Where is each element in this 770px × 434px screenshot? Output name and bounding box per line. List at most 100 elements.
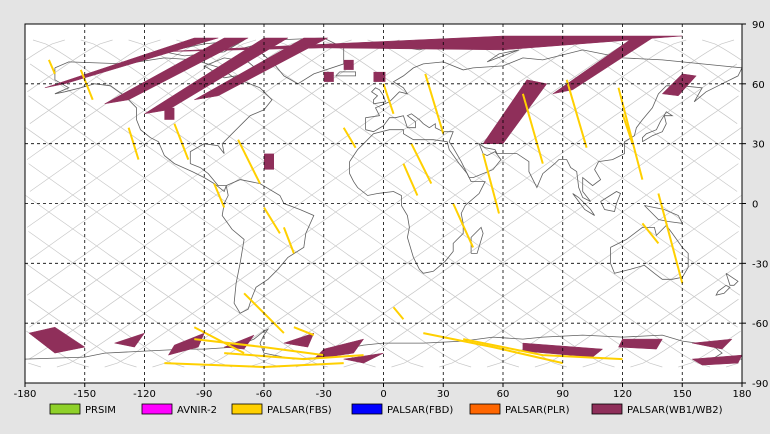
- legend-swatch: [591, 403, 623, 415]
- fbs-strip: [565, 79, 588, 148]
- wb-swath: [482, 79, 548, 144]
- coastline-sumatra: [572, 193, 595, 216]
- wb-scene: [373, 71, 386, 82]
- x-tick-label: 120: [613, 389, 632, 400]
- legend-item: PALSAR(WB1/WB2): [591, 403, 723, 416]
- legend-label: PRSIM: [85, 405, 116, 416]
- fbs-strip: [193, 326, 245, 354]
- fbs-strip: [263, 206, 281, 234]
- wb-scene: [323, 71, 334, 82]
- wb-swath: [691, 354, 743, 366]
- fbs-strip: [342, 127, 357, 149]
- orbit-track: [28, 362, 42, 368]
- x-axis-ticks: -180 -150 -120 -90 -60 -30 0 30 60 90 120 150 180: [14, 383, 752, 400]
- legend-swatch: [351, 403, 383, 415]
- y-tick-label: 0: [752, 200, 758, 211]
- orbit-track: [25, 39, 65, 61]
- orbit-track: [654, 39, 740, 93]
- legend-swatch: [141, 403, 173, 415]
- legend-swatch: [49, 403, 81, 415]
- y-tick-label: -90: [752, 379, 768, 390]
- orbit-track: [28, 163, 328, 368]
- orbit-track: [200, 39, 687, 368]
- orbit-track: [25, 195, 281, 368]
- fbs-arc: [463, 338, 623, 361]
- orbit-track: [104, 39, 591, 368]
- wb-swath: [692, 338, 733, 350]
- orbit-track: [271, 39, 739, 360]
- y-tick-label: 30: [752, 140, 765, 151]
- coastline-new-guinea: [644, 205, 684, 224]
- wb-swath: [113, 332, 146, 348]
- wb-scene: [264, 153, 274, 170]
- coastline-new-zealand-south: [715, 284, 731, 296]
- wb-swath: [154, 35, 683, 53]
- coastline-novaya-zemlya: [486, 49, 520, 63]
- coastline-iceland: [335, 71, 357, 77]
- wb-swath: [194, 37, 328, 101]
- legend-swatch: [231, 403, 263, 415]
- wb-swath: [313, 338, 365, 360]
- orbit-track: [80, 39, 567, 368]
- fbs-arc: [194, 338, 324, 357]
- orbit-track: [29, 39, 448, 328]
- wb-swath: [28, 326, 86, 354]
- orbit-track: [463, 39, 741, 228]
- x-tick-label: -120: [133, 389, 156, 400]
- legend-item: AVNIR-2: [141, 403, 217, 416]
- coastline-borneo: [600, 191, 622, 212]
- fbs-strip: [621, 113, 634, 145]
- fbs-strip: [402, 163, 419, 196]
- x-tick-label: 90: [556, 389, 569, 400]
- x-tick-label: -90: [196, 389, 212, 400]
- legend-swatch: [469, 403, 501, 415]
- orbit-track: [29, 63, 472, 368]
- fbs-strip: [452, 203, 475, 248]
- orbit-track: [439, 163, 739, 368]
- coastline-great-britain: [370, 87, 387, 105]
- x-tick-label: -30: [316, 389, 332, 400]
- orbit-track: [28, 39, 496, 360]
- fbs-arc: [423, 332, 564, 365]
- fbs-strip: [657, 193, 684, 284]
- orbit-track: [176, 39, 663, 368]
- coastline-madagascar: [470, 226, 484, 254]
- orbit-track: [26, 39, 400, 296]
- coastline-north-america: [54, 57, 273, 193]
- wb-swath: [144, 37, 289, 115]
- x-tick-label: 60: [497, 389, 510, 400]
- orbit-track: [510, 39, 738, 192]
- orbit-track: [415, 39, 738, 260]
- orbit-track: [534, 231, 739, 368]
- coastline-eurasia: [365, 49, 743, 202]
- wb-swath: [552, 37, 654, 95]
- x-tick-label: 30: [437, 389, 450, 400]
- orbit-track: [702, 39, 742, 61]
- x-tick-label: -180: [14, 389, 37, 400]
- x-tick-label: 0: [380, 389, 386, 400]
- orbit-track: [247, 39, 735, 368]
- fbs-strip: [410, 143, 433, 185]
- fbs-strip: [213, 183, 226, 208]
- orbit-track: [25, 263, 185, 368]
- y-tick-label: -60: [752, 319, 768, 330]
- orbit-track: [486, 195, 742, 368]
- fbs-strip: [382, 83, 395, 115]
- orbit-track: [678, 330, 741, 368]
- fbs-strip: [237, 139, 261, 185]
- coastline-australia: [610, 224, 689, 280]
- fbs-strip: [282, 227, 295, 254]
- x-tick-label: -150: [73, 389, 96, 400]
- x-tick-label: 150: [673, 389, 692, 400]
- coastline-new-zealand: [725, 272, 739, 286]
- fbs-strip: [482, 153, 500, 214]
- orbit-track: [630, 298, 739, 368]
- fbs-strip: [79, 69, 94, 101]
- legend-label: PALSAR(FBS): [267, 405, 332, 416]
- orbit-track: [582, 263, 742, 368]
- wb-scene: [343, 59, 354, 70]
- x-tick-label: -60: [256, 389, 272, 400]
- coastline-africa: [349, 129, 486, 274]
- wb-swath: [104, 37, 249, 105]
